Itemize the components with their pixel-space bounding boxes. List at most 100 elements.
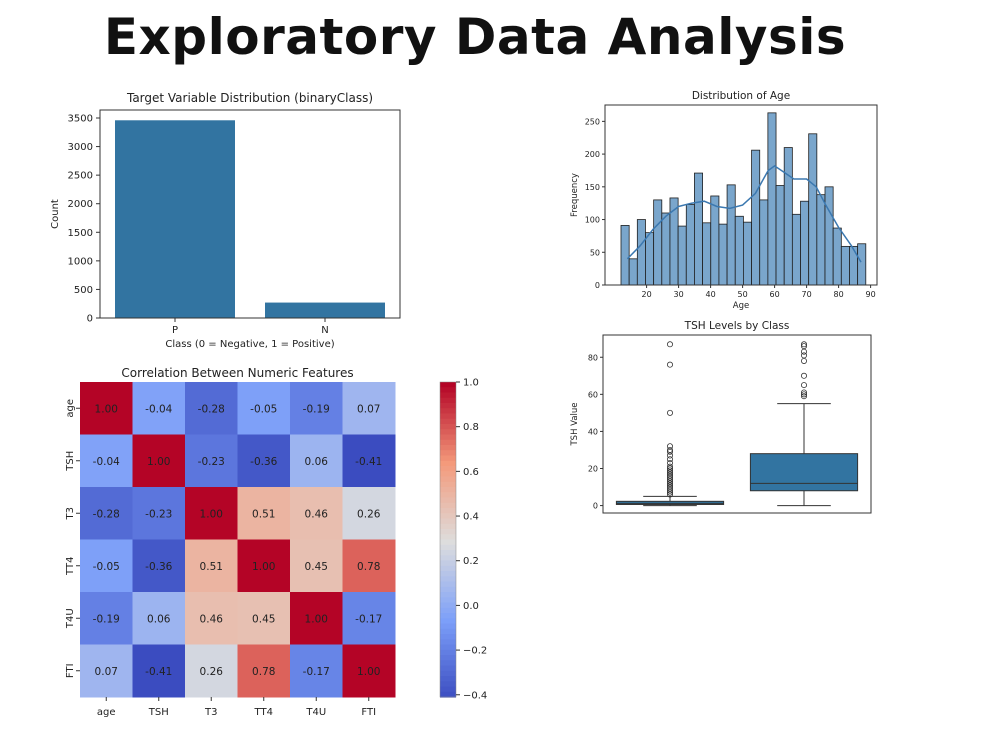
hist-bar <box>620 225 630 286</box>
y-tick-label: 50 <box>590 248 600 257</box>
hist-bar <box>628 258 638 286</box>
y-tick-label: T3 <box>65 507 76 520</box>
cell-value-label: 0.07 <box>357 403 380 415</box>
heatmap-cell <box>342 539 396 593</box>
y-tick-label: 1500 <box>68 228 93 239</box>
heatmap-cell <box>185 434 238 488</box>
outlier-point <box>800 352 807 359</box>
hist-bar <box>808 133 818 286</box>
heatmap-cell <box>185 539 238 593</box>
kde-line <box>626 164 862 263</box>
correlation-heatmap-svg: Correlation Between Numeric Features1.00… <box>65 366 487 718</box>
hist-bar <box>783 147 793 286</box>
colorbar-tick-label: 0.2 <box>463 556 479 567</box>
colorbar-segment <box>440 445 456 451</box>
colorbar-segment <box>440 597 456 604</box>
heatmap-cell <box>132 539 186 593</box>
hist-bar <box>800 200 810 286</box>
colorbar-segment <box>440 534 456 541</box>
cell-value-label: -0.36 <box>145 561 172 573</box>
hist-bar <box>742 221 752 286</box>
colorbar-segment <box>440 397 456 404</box>
y-tick-label: age <box>65 399 76 418</box>
x-tick-label: 50 <box>738 290 748 299</box>
colorbar-segment <box>440 634 456 640</box>
y-tick-label: 250 <box>585 117 600 126</box>
outlier-point <box>667 459 674 466</box>
heatmap-cell <box>290 382 343 435</box>
colorbar-segment <box>440 403 456 409</box>
colorbar-segment <box>440 387 456 394</box>
hist-bar <box>767 112 777 286</box>
y-tick-label: 0 <box>87 314 93 325</box>
y-tick-label: 80 <box>588 353 598 362</box>
colorbar-segment <box>440 550 456 556</box>
colorbar-segment <box>440 439 456 446</box>
chart-title: Correlation Between Numeric Features <box>121 366 353 380</box>
heatmap-cell <box>80 539 133 593</box>
colorbar-segment <box>440 450 456 457</box>
chart-title: TSH Levels by Class <box>684 320 790 332</box>
colorbar-segment <box>440 418 456 425</box>
x-tick-label: FTI <box>361 707 376 718</box>
colorbar-segment <box>440 513 456 520</box>
x-axis-label: Age <box>733 301 749 311</box>
y-axis-label: Frequency <box>570 173 580 217</box>
outlier-point <box>667 409 674 416</box>
cell-value-label: -0.19 <box>303 403 330 415</box>
colorbar-segment <box>440 413 456 420</box>
y-tick-label: 40 <box>588 427 598 436</box>
cell-value-label: -0.36 <box>250 456 277 468</box>
colorbar-segment <box>440 502 456 509</box>
colorbar-segment <box>440 424 456 430</box>
heatmap-cell <box>342 434 396 488</box>
colorbar-segment <box>440 686 456 693</box>
colorbar-segment <box>440 649 456 656</box>
y-tick-label: 1000 <box>68 256 93 267</box>
outlier-point <box>800 382 807 389</box>
y-tick-label: 150 <box>585 183 600 192</box>
x-tick-label: T4U <box>305 707 326 718</box>
y-tick-label: 500 <box>74 285 93 296</box>
cell-value-label: 0.46 <box>200 613 224 625</box>
heatmap-cell <box>237 434 291 488</box>
cell-value-label: 0.07 <box>95 666 118 678</box>
bar-N <box>265 302 385 318</box>
cell-value-label: -0.05 <box>93 561 120 573</box>
colorbar-tick-label: 0.4 <box>463 512 479 523</box>
colorbar-segment <box>440 471 456 478</box>
y-axis-label: Count <box>50 199 61 229</box>
cell-value-label: -0.04 <box>145 403 172 415</box>
heatmap-cell <box>185 644 238 698</box>
outlier-point <box>667 467 674 474</box>
age-distribution-chart: Distribution of Age 20 30 40 50 60 70 80 90 0 50 10… <box>565 85 885 319</box>
cell-value-label: 0.26 <box>357 508 381 520</box>
hist-bar <box>775 185 785 286</box>
heatmap-cell <box>132 592 186 645</box>
colorbar-segment <box>440 466 456 472</box>
cell-value-label: -0.28 <box>93 508 120 520</box>
cell-value-label: 0.26 <box>200 666 224 678</box>
cell-value-label: 0.78 <box>357 561 380 573</box>
colorbar-segment <box>440 681 456 688</box>
y-tick-label: TSH <box>65 451 76 472</box>
colorbar-segment <box>440 670 456 677</box>
colorbar-segment <box>440 613 456 619</box>
hist-bar <box>840 245 850 286</box>
x-tick-label: T3 <box>204 707 217 718</box>
outlier-point <box>800 389 807 396</box>
cell-value-label: -0.17 <box>355 613 382 625</box>
colorbar-segment <box>440 476 456 483</box>
outlier-point <box>667 463 674 470</box>
y-tick-label: TT4 <box>65 557 76 576</box>
cell-value-label: 0.45 <box>305 561 328 573</box>
y-tick-label: 20 <box>588 465 598 474</box>
chart-title: Distribution of Age <box>692 90 790 102</box>
x-tick-label: TT4 <box>254 707 273 718</box>
cell-value-label: -0.04 <box>93 456 120 468</box>
colorbar-segment <box>440 497 456 504</box>
heatmap-cell <box>132 644 186 698</box>
cell-value-label: -0.17 <box>303 666 330 678</box>
y-tick-label: 2000 <box>68 199 93 210</box>
colorbar-segment <box>440 518 456 525</box>
